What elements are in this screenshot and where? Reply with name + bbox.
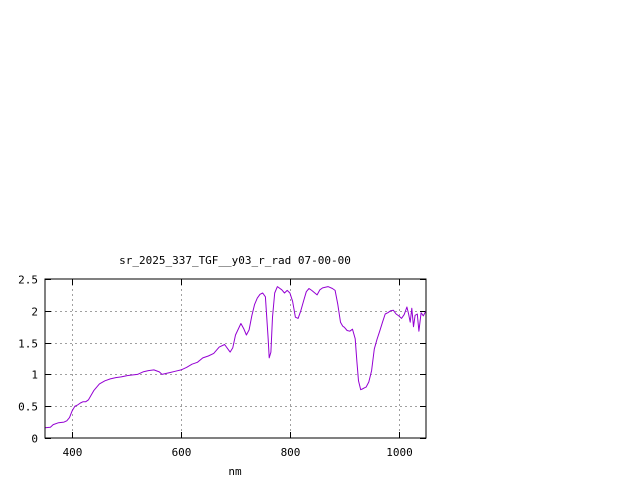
- chart-title: sr_2025_337_TGF__y03_r_rad 07-00-00: [119, 254, 351, 267]
- ticks-layer: 0 0.5 1 1.5 2 2.5 400 600 800 1000: [18, 274, 426, 459]
- y-tick-label: 1: [31, 369, 38, 382]
- x-axis-label: nm: [228, 465, 242, 478]
- x-tick-label: 1000: [386, 446, 413, 459]
- grid-layer: [45, 279, 426, 438]
- y-tick-label: 2: [31, 306, 38, 319]
- x-tick-label: 800: [281, 446, 301, 459]
- x-tick-label: 600: [172, 446, 192, 459]
- y-tick-label: 0.5: [18, 401, 38, 414]
- series-line-0: [44, 286, 427, 429]
- y-tick-label: 1.5: [18, 338, 38, 351]
- plot-frame: [44, 278, 427, 439]
- series-layer: [44, 286, 427, 429]
- y-tick-label: 0: [31, 433, 38, 446]
- y-tick-label: 2.5: [18, 274, 38, 287]
- x-tick-label: 400: [63, 446, 83, 459]
